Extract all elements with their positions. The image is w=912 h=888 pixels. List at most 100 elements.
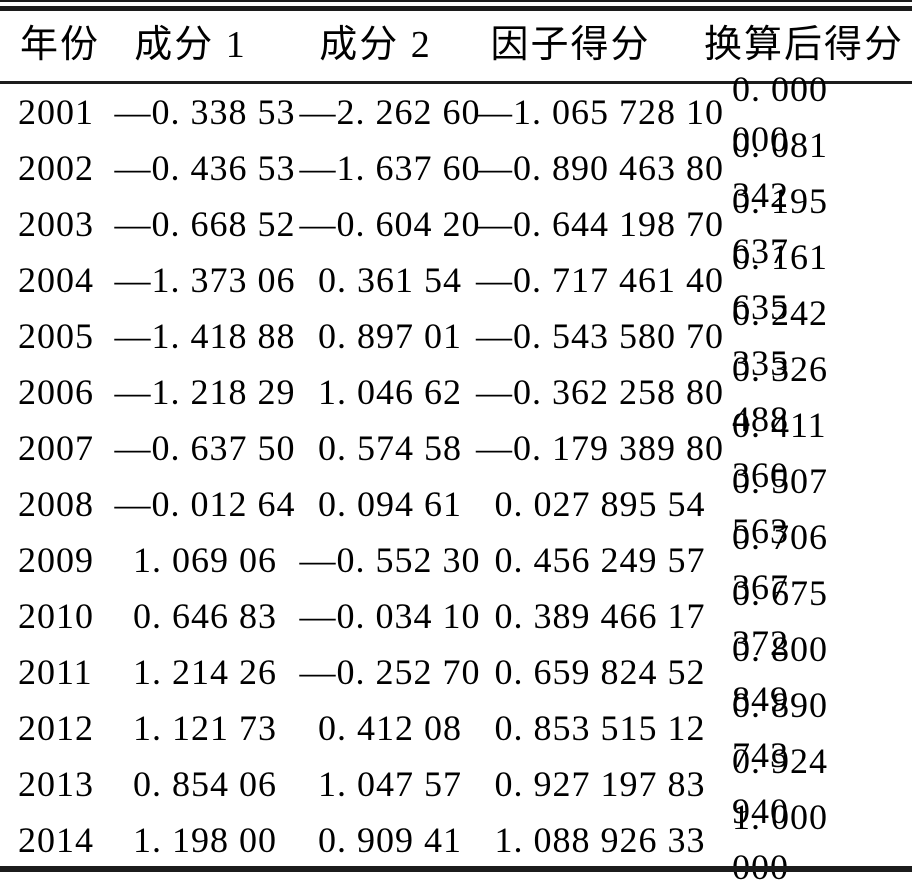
component2-cell: —0. 604 20 — [299, 204, 481, 244]
year-cell: 2010 — [18, 596, 94, 636]
component2-cell: —0. 034 10 — [299, 596, 481, 636]
converted-score-line2: 488 — [732, 399, 789, 439]
component2-cell: 0. 909 41 — [318, 820, 462, 860]
component2-cell: 0. 412 08 — [318, 708, 462, 748]
component1-cell: —1. 373 06 — [114, 260, 296, 300]
factor-score-cell: 0. 927 197 83 — [494, 764, 706, 804]
converted-score-line1: 0. 706 — [732, 517, 828, 557]
year-cell: 2002 — [18, 148, 94, 188]
converted-score-overlap: 372 0. 800 — [732, 623, 912, 669]
component2-cell: 1. 047 57 — [318, 764, 462, 804]
column-header-year: 年份 — [20, 24, 101, 66]
component2-cell: —1. 637 60 — [299, 148, 481, 188]
year-cell: 2007 — [18, 428, 94, 468]
converted-score-overlap: 342 0. 195 — [732, 175, 912, 221]
converted-score-line1: 0. 924 — [732, 741, 828, 781]
component2-cell: —2. 262 60 — [299, 92, 481, 132]
year-cell: 2004 — [18, 260, 94, 300]
converted-score-overlap: 743 0. 924 — [732, 735, 912, 781]
year-cell: 2008 — [18, 484, 94, 524]
factor-score-cell: 1. 088 926 33 — [494, 820, 706, 860]
year-cell: 2005 — [18, 316, 94, 356]
converted-score-line1: 0. 800 — [732, 629, 828, 669]
converted-score-line2: 743 — [732, 735, 789, 775]
component2-cell: —0. 252 70 — [299, 652, 481, 692]
converted-score-overlap: 335 0. 326 — [732, 344, 912, 389]
factor-score-cell: —0. 890 463 80 — [476, 148, 724, 188]
converted-score-overlap: 0. 000 — [732, 67, 912, 109]
year-cell: 2013 — [18, 764, 94, 804]
column-header-converted-score: 换算后得分 — [703, 24, 904, 66]
factor-score-cell: 0. 456 249 57 — [494, 540, 706, 580]
converted-score-overlap: 360 0. 507 — [732, 455, 912, 501]
component1-cell: —1. 418 88 — [114, 316, 296, 356]
year-cell: 2001 — [18, 92, 94, 132]
converted-score-overlap: 367 0. 675 — [732, 567, 912, 613]
component1-cell: 1. 121 73 — [133, 708, 277, 748]
converted-score-overlap: 488 0. 411 — [732, 399, 912, 445]
converted-score-line2: 367 — [732, 567, 789, 607]
factor-score-cell: —0. 362 258 80 — [476, 372, 724, 412]
table-top-rule-thick — [0, 6, 912, 11]
year-cell: 2014 — [18, 820, 94, 860]
factor-score-cell: 0. 853 515 12 — [494, 708, 706, 748]
component1-cell: —0. 338 53 — [114, 92, 296, 132]
component1-cell: 1. 069 06 — [133, 540, 277, 580]
component1-cell: 1. 214 26 — [133, 652, 277, 692]
converted-score-overlap: 563 0. 706 — [732, 511, 912, 557]
component1-cell: —0. 012 64 — [114, 484, 296, 524]
converted-score-line1: 0. 000 — [732, 69, 828, 109]
year-cell: 2012 — [18, 708, 94, 748]
component1-cell: —0. 668 52 — [114, 204, 296, 244]
component1-cell: —0. 436 53 — [114, 148, 296, 188]
component2-cell: 1. 046 62 — [318, 372, 462, 412]
factor-score-cell: —0. 717 461 40 — [476, 260, 724, 300]
component2-cell: 0. 897 01 — [318, 316, 462, 356]
converted-score-line1: 0. 326 — [732, 349, 828, 389]
column-header-factor-score: 因子得分 — [490, 24, 651, 66]
component2-cell: 0. 574 58 — [318, 428, 462, 468]
converted-score-line2: 360 — [732, 455, 789, 495]
converted-score-line2: 372 — [732, 623, 789, 663]
converted-score-overlap: 000 0. 081 — [732, 120, 912, 164]
converted-score-line1: 0. 411 — [732, 405, 827, 445]
converted-score-line1: 0. 242 — [732, 293, 828, 333]
converted-score-line2: 635 — [732, 287, 789, 327]
table-header-rule — [0, 81, 912, 84]
converted-score-line2: 849 — [732, 679, 789, 719]
component1-cell: 0. 854 06 — [133, 764, 277, 804]
table-bottom-rule — [0, 866, 912, 872]
column-header-component1: 成分 1 — [134, 24, 247, 66]
table-top-rule-thin — [0, 0, 912, 2]
converted-score-line1: 0. 675 — [732, 573, 828, 613]
component2-cell: —0. 552 30 — [299, 540, 481, 580]
factor-score-cell: —0. 644 198 70 — [476, 204, 724, 244]
converted-score-overlap: 635 0. 242 — [732, 287, 912, 333]
converted-score-overlap: 849 0. 890 — [732, 679, 912, 725]
factor-score-cell: —1. 065 728 10 — [476, 92, 724, 132]
converted-score-line2: 940 — [732, 791, 789, 831]
converted-score-line1: 0. 161 — [732, 237, 828, 277]
factor-score-cell: —0. 543 580 70 — [476, 316, 724, 356]
converted-score-line1: 0. 195 — [732, 181, 828, 221]
component2-cell: 0. 094 61 — [318, 484, 462, 524]
factor-score-cell: 0. 659 824 52 — [494, 652, 706, 692]
column-header-component2: 成分 2 — [319, 24, 432, 66]
component2-cell: 0. 361 54 — [318, 260, 462, 300]
component1-cell: —0. 637 50 — [114, 428, 296, 468]
component1-cell: —1. 218 29 — [114, 372, 296, 412]
component1-cell: 0. 646 83 — [133, 596, 277, 636]
component1-cell: 1. 198 00 — [133, 820, 277, 860]
factor-score-cell: 0. 027 895 54 — [494, 484, 706, 524]
converted-score-line1: 0. 890 — [732, 685, 828, 725]
year-cell: 2011 — [18, 652, 93, 692]
converted-score-line2: 563 — [732, 511, 789, 551]
converted-score-line2: 342 — [732, 175, 789, 215]
converted-score-overlap: 637 0. 161 — [732, 232, 912, 277]
converted-score-overlap: 940 1. 000 — [732, 791, 912, 837]
converted-score-line1: 1. 000 — [732, 797, 828, 837]
converted-score-line1: 0. 507 — [732, 461, 828, 501]
year-cell: 2009 — [18, 540, 94, 580]
factor-score-cell: —0. 179 389 80 — [476, 428, 724, 468]
